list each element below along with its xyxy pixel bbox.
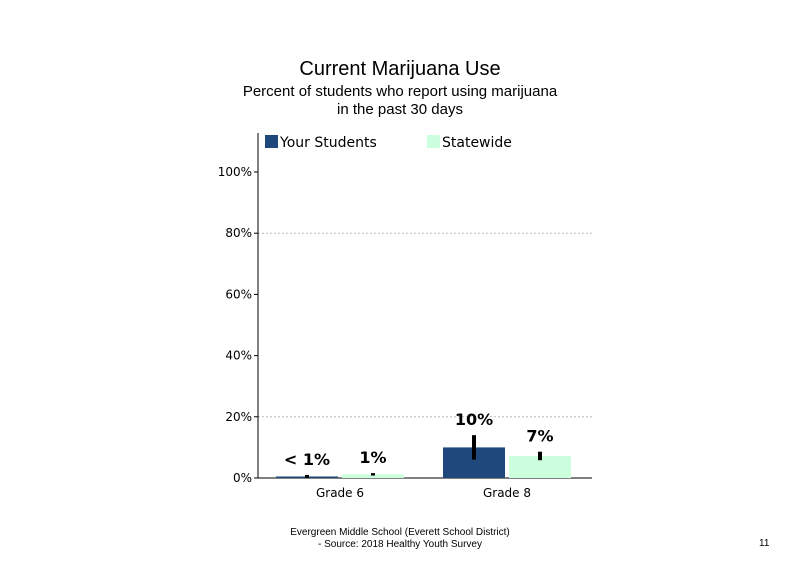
subtitle-line-2: in the past 30 days [337,101,463,118]
y-tick-label: 80% [225,226,252,240]
data-label: 1% [359,448,386,467]
y-tick-label: 0% [233,471,252,485]
data-label: < 1% [284,450,330,469]
bar-statewide [509,455,571,478]
y-tick-label: 40% [225,349,252,363]
chart-subtitle: Percent of students who report using mar… [200,83,600,119]
y-tick-label: 100% [218,165,252,179]
y-tick-label: 20% [225,410,252,424]
legend-swatch-your-students [265,135,278,148]
footer-source: - Source: 2018 Healthy Youth Survey [318,539,482,550]
data-label: 10% [455,410,493,429]
page-number: 11 [759,538,770,549]
x-tick-label: Grade 8 [483,486,531,500]
footer: Evergreen Middle School (Everett School … [240,527,560,551]
legend-swatch-statewide [427,135,440,148]
subtitle-line-1: Percent of students who report using mar… [242,83,558,100]
y-tick-label: 60% [225,287,252,301]
x-tick-label: Grade 6 [316,486,364,500]
legend-label: Statewide [442,135,512,151]
data-label: 7% [526,427,553,446]
chart-title: Current Marijuana Use [299,58,501,80]
bar-statewide [342,474,404,478]
footer-school: Evergreen Middle School (Everett School … [290,527,510,538]
legend-label: Your Students [279,135,377,151]
